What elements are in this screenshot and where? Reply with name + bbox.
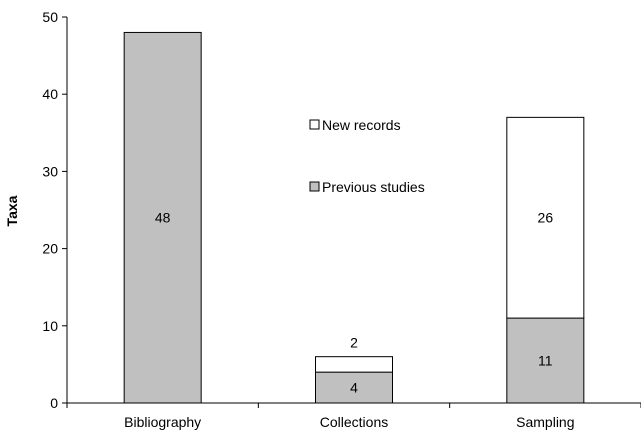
axes: 0 10 20 30 40 50 Bibliography Collections Sampli… bbox=[42, 9, 641, 430]
x-tick-label: Collections bbox=[320, 414, 388, 430]
bar-collections-previous-studies bbox=[315, 371, 393, 404]
data-label: 48 bbox=[155, 210, 171, 226]
y-tick-label: 0 bbox=[50, 395, 58, 411]
bar-sampling-new-records bbox=[506, 116, 585, 319]
legend-swatch-new-records bbox=[309, 119, 320, 130]
y-tick-label: 40 bbox=[42, 86, 58, 102]
y-tick-label: 50 bbox=[42, 9, 58, 25]
data-label: 11 bbox=[538, 353, 553, 369]
bar-sampling-previous-studies bbox=[506, 317, 585, 404]
y-tick-label: 20 bbox=[42, 241, 58, 257]
y-tick-label: 10 bbox=[42, 318, 58, 334]
legend-label: New records bbox=[322, 117, 401, 133]
x-tick-label: Bibliography bbox=[124, 414, 201, 430]
legend-label: Previous studies bbox=[322, 179, 425, 195]
legend-swatch-previous-studies bbox=[309, 181, 320, 192]
y-axis-title: Taxa bbox=[4, 195, 20, 226]
x-tick-label: Sampling bbox=[516, 414, 574, 430]
data-label: 2 bbox=[350, 335, 358, 351]
plot-area bbox=[123, 31, 585, 404]
bar-collections-new-records bbox=[315, 356, 393, 373]
data-label: 4 bbox=[350, 380, 358, 396]
y-tick-label: 30 bbox=[42, 163, 58, 179]
data-labels: 48 4 2 11 26 bbox=[155, 210, 553, 396]
bar-bibliography-previous-studies bbox=[123, 31, 202, 404]
legend: New records Previous studies bbox=[309, 117, 425, 195]
data-label: 26 bbox=[538, 210, 554, 226]
